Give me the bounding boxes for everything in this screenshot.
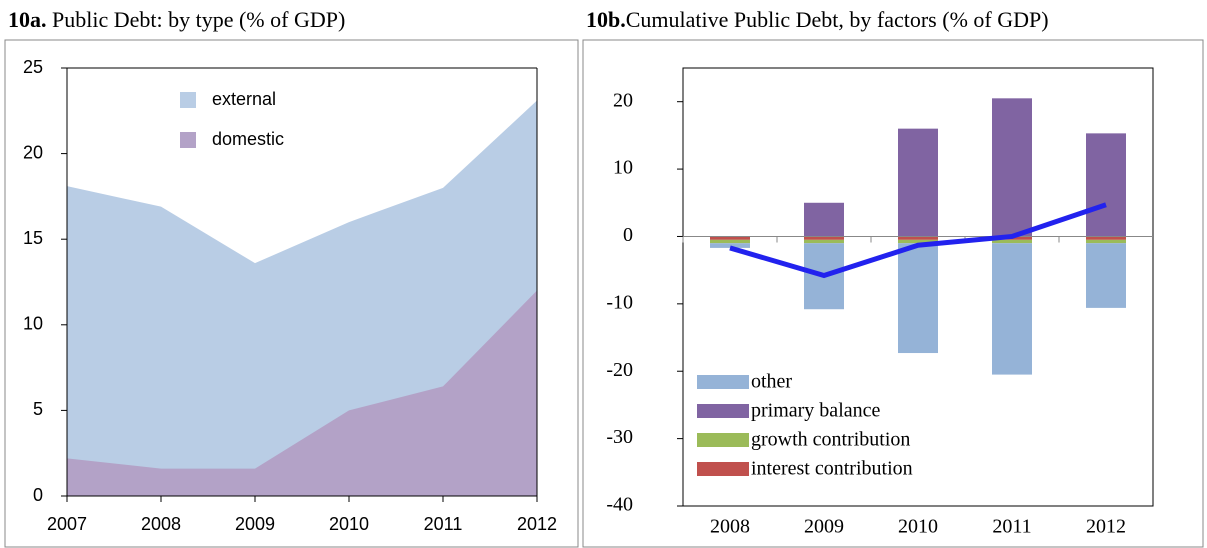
legend-label: primary balance: [751, 400, 880, 422]
y-tick-label: 15: [23, 228, 43, 248]
chart-title-text: Public Debt: by type (% of GDP): [52, 7, 345, 32]
bar: [898, 243, 938, 354]
y-tick-label: 10: [23, 314, 43, 334]
chart-title-text: Cumulative Public Debt, by factors (% of…: [626, 7, 1049, 32]
chart-b: 10b.Cumulative Public Debt, by factors (…: [582, 7, 1204, 548]
y-tick-label: 25: [23, 57, 43, 77]
chart-title: 10b.Cumulative Public Debt, by factors (…: [586, 7, 1049, 32]
bar: [898, 128, 938, 237]
x-tick-label: 2011: [992, 516, 1031, 538]
y-tick-label: 0: [33, 485, 43, 505]
bar: [1086, 236, 1126, 240]
x-tick-label: 2008: [710, 516, 750, 538]
bar: [992, 243, 1032, 375]
bar: [1086, 243, 1126, 308]
legend-label: growth contribution: [751, 429, 910, 451]
chart-title: 10a. Public Debt: by type (% of GDP): [8, 7, 345, 32]
y-tick-label: 20: [613, 89, 633, 111]
bar: [804, 239, 844, 244]
bar: [1086, 133, 1126, 237]
bar: [710, 239, 750, 244]
legend-swatch: [180, 92, 196, 108]
legend-label: other: [751, 371, 792, 393]
area: [67, 290, 537, 496]
chart-label: 10a.: [8, 7, 47, 32]
bar: [1086, 239, 1126, 244]
chart-label: 10b.: [586, 7, 626, 32]
legend-label: interest contribution: [751, 458, 913, 480]
y-tick-label: 10: [613, 157, 633, 179]
y-tick-label: 5: [33, 399, 43, 419]
y-tick-label: -30: [606, 426, 633, 448]
bar: [804, 202, 844, 237]
chart-frame: [4, 39, 579, 548]
x-tick-label: 2009: [235, 514, 275, 534]
y-tick-label: -10: [606, 291, 633, 313]
bar: [992, 98, 1032, 237]
bar: [898, 236, 938, 240]
bar: [804, 236, 844, 240]
legend-label: domestic: [212, 129, 284, 149]
x-tick-label: 2010: [898, 516, 938, 538]
legend-label: external: [212, 89, 276, 109]
x-tick-label: 2010: [329, 514, 369, 534]
x-tick-label: 2011: [424, 514, 463, 534]
bar: [710, 243, 750, 248]
bar: [992, 239, 1032, 244]
plot-frame: [682, 67, 1154, 507]
legend-swatch: [180, 132, 196, 148]
legend-swatch: [697, 462, 749, 476]
legend-swatch: [697, 375, 749, 389]
bar: [710, 236, 750, 240]
y-tick-label: -40: [606, 494, 633, 516]
y-tick-label: -20: [606, 359, 633, 381]
bar: [898, 239, 938, 244]
x-tick-label: 2008: [141, 514, 181, 534]
line: [729, 202, 1107, 279]
y-tick-label: 0: [623, 224, 633, 246]
chart-frame: [582, 39, 1204, 548]
x-tick-label: 2012: [1086, 516, 1126, 538]
legend-swatch: [697, 433, 749, 447]
x-tick-label: 2009: [804, 516, 844, 538]
x-tick-label: 2012: [517, 514, 557, 534]
legend-swatch: [697, 404, 749, 418]
y-tick-label: 20: [23, 142, 43, 162]
chart-a: 10a. Public Debt: by type (% of GDP) ext…: [4, 7, 579, 548]
x-tick-label: 2007: [47, 514, 87, 534]
